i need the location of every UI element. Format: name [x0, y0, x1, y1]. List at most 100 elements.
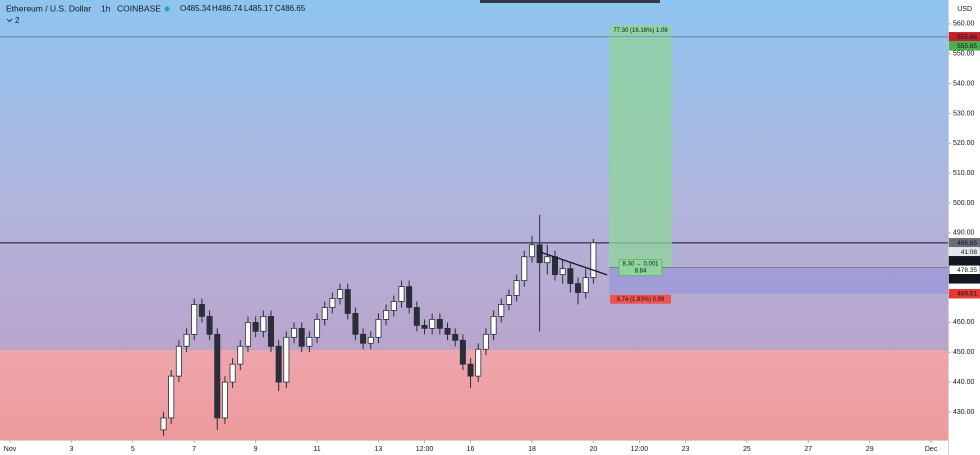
- candle-body: [344, 289, 351, 314]
- background-upper: [0, 0, 948, 350]
- candle-body: [528, 244, 535, 258]
- price-tag-label: 555.66: [957, 34, 977, 41]
- candle-body: [398, 286, 405, 302]
- x-tick-label: 18: [528, 446, 536, 453]
- stop-label: 8.74 (1.83%) 0.99: [617, 297, 665, 303]
- indicator-toggle[interactable]: [6, 18, 13, 23]
- candle-body: [575, 283, 582, 293]
- entry-label: 8.30 → 0.001: [622, 262, 659, 268]
- candle-body: [229, 363, 236, 383]
- candle-body: [436, 319, 443, 329]
- candle-body: [198, 304, 205, 317]
- candle-body: [490, 316, 497, 335]
- candle-body: [375, 319, 382, 338]
- price-tag-label: 478.35: [957, 267, 977, 274]
- price-tag-label: 469.61: [957, 291, 977, 298]
- candle-body: [551, 256, 558, 276]
- x-tick-label: 12:00: [416, 446, 434, 453]
- price-tag-label: 486.65: [957, 240, 977, 247]
- candle-body: [452, 333, 459, 341]
- stop-label-box: [610, 294, 671, 304]
- candle-body: [314, 319, 321, 338]
- y-tick-label: 450.00: [953, 349, 975, 356]
- candle-body: [413, 307, 420, 326]
- x-tick-label: 13: [375, 446, 383, 453]
- candle-body: [467, 363, 474, 377]
- x-tick-label: 5: [131, 446, 135, 453]
- y-axis-unit: USD: [957, 6, 972, 13]
- candle-body: [459, 339, 466, 365]
- candle-body: [237, 345, 244, 365]
- candle-body: [291, 327, 298, 338]
- candle-body: [214, 333, 221, 419]
- y-tick-label: 530.00: [953, 110, 975, 117]
- ohlc-open: O485.34: [180, 4, 211, 13]
- candle-body: [390, 301, 397, 311]
- y-tick-label: 510.00: [953, 170, 975, 177]
- price-tag-label: 41:08: [961, 249, 978, 256]
- candle-body: [367, 336, 374, 344]
- x-tick-label: Dec: [925, 446, 938, 453]
- candle-body: [590, 242, 597, 279]
- x-tick-label: 9: [254, 446, 258, 453]
- candle-body: [421, 324, 428, 329]
- ohlc-high: H486.74: [212, 4, 243, 13]
- target-zone: [609, 36, 672, 268]
- y-tick-label: 520.00: [953, 140, 975, 147]
- candle-body: [267, 316, 274, 347]
- y-tick-label: 500.00: [953, 200, 975, 207]
- x-tick-label: 16: [467, 446, 475, 453]
- candle-body: [406, 286, 413, 308]
- candle-body: [498, 304, 505, 317]
- candle-body: [221, 381, 228, 419]
- price-axis: [948, 0, 980, 455]
- candle-body: [168, 375, 175, 419]
- plot-area: [0, 36, 948, 436]
- candle-body: [206, 316, 213, 335]
- chart-title: Ethereum / U.S. Dollar: [6, 3, 91, 13]
- candle-body: [582, 277, 589, 293]
- price-tag-label: 555.65: [957, 43, 977, 50]
- candle-body: [505, 295, 512, 305]
- ohlc-low: L485.17: [244, 4, 273, 13]
- candle-body: [475, 348, 482, 377]
- candle-body: [383, 310, 390, 320]
- y-tick-label: 490.00: [953, 230, 975, 237]
- candle-body: [429, 319, 436, 329]
- candle-body: [244, 321, 251, 347]
- candle-body: [360, 333, 367, 344]
- candle-body: [160, 417, 167, 431]
- candle-body: [521, 256, 528, 281]
- candle-body: [352, 313, 359, 335]
- price-tag: [948, 41, 980, 51]
- candle-body: [337, 289, 344, 299]
- candle-body: [275, 345, 282, 383]
- indicator-count: 2: [15, 16, 20, 25]
- exchange: COINBASE: [117, 3, 161, 13]
- y-tick-label: 560.00: [953, 21, 975, 28]
- toolbar-edge: [480, 0, 660, 3]
- y-tick-label: 550.00: [953, 51, 975, 58]
- time-axis: [0, 440, 948, 455]
- candle-body: [306, 336, 313, 347]
- y-tick-label: 540.00: [953, 80, 975, 87]
- candle-body: [329, 298, 336, 308]
- x-tick-label: 29: [866, 446, 874, 453]
- candle-body: [260, 316, 267, 332]
- candle-body: [544, 256, 551, 264]
- x-tick-label: 27: [804, 446, 812, 453]
- price-tag-label: 478.15: [957, 276, 977, 283]
- candle-body: [513, 280, 520, 296]
- target-label-box: [610, 25, 671, 35]
- candle-body: [321, 307, 328, 320]
- candle-body: [298, 327, 305, 347]
- y-tick-label: 460.00: [953, 319, 975, 326]
- x-tick-label: Nov: [4, 446, 17, 453]
- candle-body: [536, 244, 543, 264]
- candle-body: [559, 268, 566, 276]
- candle-body: [482, 333, 489, 350]
- price-tag: [948, 274, 980, 284]
- price-tag-label: 486.08: [957, 258, 977, 265]
- ohlc-close: C486.65: [275, 4, 306, 13]
